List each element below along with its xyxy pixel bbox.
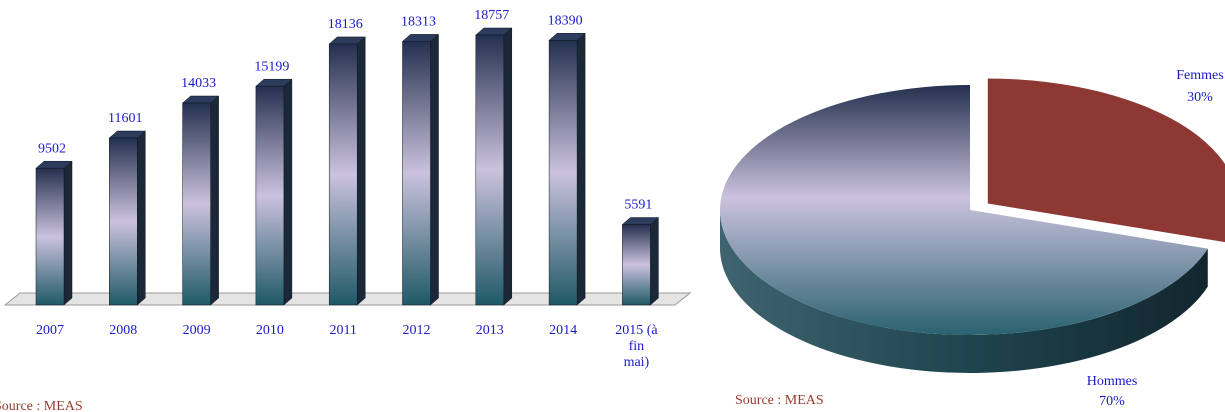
pie-value-label: 30% bbox=[1187, 90, 1213, 105]
bar bbox=[548, 40, 578, 306]
x-tick-label: 2011 bbox=[329, 323, 357, 338]
x-tick-label: 2010 bbox=[255, 323, 284, 338]
bar bbox=[475, 34, 505, 306]
pie-label: Femmes bbox=[1176, 68, 1223, 83]
x-tick-label: 2012 bbox=[402, 323, 431, 338]
bar-side bbox=[210, 95, 219, 306]
bar-side bbox=[283, 78, 293, 306]
x-tick-label: 2015 (à fin mai) bbox=[615, 323, 658, 370]
x-tick-label: 2013 bbox=[475, 323, 504, 338]
bar-source: Source : MEAS bbox=[0, 399, 83, 412]
bar bbox=[35, 167, 65, 306]
pie-slice bbox=[987, 78, 1225, 243]
bar bbox=[109, 137, 138, 306]
bar bbox=[402, 41, 431, 306]
pie-slice bbox=[720, 85, 1208, 335]
pie-side bbox=[720, 210, 1208, 374]
bar bbox=[255, 85, 285, 306]
pie-source: Source : MEAS bbox=[735, 393, 824, 408]
value-label: 18757 bbox=[474, 8, 509, 23]
bar-side bbox=[503, 27, 513, 306]
x-tick-label: 2009 bbox=[182, 323, 211, 338]
bar-side bbox=[356, 36, 366, 306]
bar bbox=[182, 102, 211, 306]
bar-side bbox=[63, 160, 73, 306]
bar-side bbox=[137, 130, 146, 306]
value-label: 11601 bbox=[108, 111, 142, 126]
pie-value-label: 70% bbox=[1099, 394, 1125, 409]
bar-side bbox=[650, 216, 659, 306]
value-label: 9502 bbox=[38, 141, 66, 156]
value-label: 18313 bbox=[401, 15, 436, 30]
value-label: 5591 bbox=[624, 198, 652, 213]
bar bbox=[622, 224, 651, 306]
x-tick-label: 2014 bbox=[549, 323, 578, 338]
value-label: 15199 bbox=[254, 59, 289, 74]
bar-side bbox=[576, 32, 586, 306]
pie-label: Hommes bbox=[1087, 374, 1138, 389]
value-label: 14033 bbox=[181, 76, 216, 91]
x-tick-label: 2007 bbox=[36, 323, 64, 338]
bar bbox=[328, 43, 358, 306]
bar-side bbox=[430, 33, 439, 306]
value-label: 18390 bbox=[548, 14, 583, 29]
value-label: 18136 bbox=[328, 17, 363, 32]
x-tick-label: 2008 bbox=[109, 323, 138, 338]
